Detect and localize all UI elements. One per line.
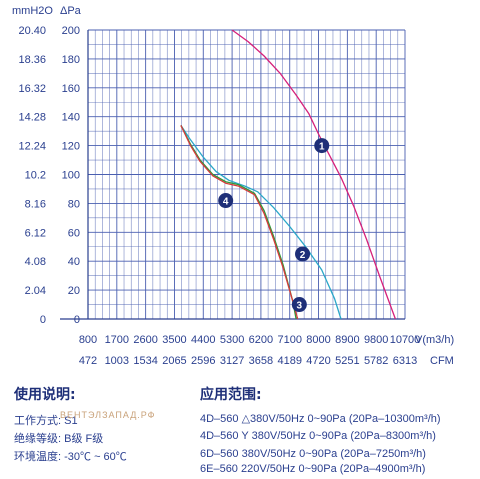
y-tick-label-mmh2o: 2.04 xyxy=(25,285,46,297)
range-row: 4D–560 △380V/50Hz 0~90Pa (20Pa–10300m³/h… xyxy=(200,413,441,425)
range-title: 应用范围: xyxy=(200,387,262,403)
x-tick-label-m3h: 8000 xyxy=(306,334,330,346)
chart-grid xyxy=(87,29,406,320)
x-tick-label-cfm: 3127 xyxy=(220,355,244,367)
cfm-unit-label: CFM xyxy=(430,355,454,367)
x-tick-label-m3h: 2600 xyxy=(133,334,157,346)
range-row: 6E–560 220V/50Hz 0~90Pa (20Pa–4900m³/h) xyxy=(200,463,426,475)
x-tick-label-cfm: 2065 xyxy=(162,355,186,367)
y-tick-label-pa: 100 xyxy=(62,170,80,182)
range-row: 4D–560 Y 380V/50Hz 0~90Pa (20Pa–8300m³/h… xyxy=(200,430,436,442)
x-tick-label-m3h: 3500 xyxy=(162,334,186,346)
y-tick-label-mmh2o: 16.32 xyxy=(18,83,46,95)
y-tick-label-mmh2o: 12.24 xyxy=(18,141,46,153)
y-tick-label-pa: 180 xyxy=(62,54,80,66)
series-line-2 xyxy=(180,125,342,320)
usage-title: 使用说明: xyxy=(14,387,76,403)
pressure-unit-label: ΔPa xyxy=(60,5,82,17)
y-tick-label-mmh2o: 20.40 xyxy=(18,25,46,37)
x-tick-label-cfm: 3658 xyxy=(249,355,273,367)
series-marker-2 xyxy=(295,246,311,262)
y-tick-label-pa: 200 xyxy=(62,25,80,37)
fan-performance-chart: mmH2O ΔPa 0 0 20 2.04 40 4.08 60 6.12 80 8.16 100 10.… xyxy=(12,5,454,367)
series-marker-1 xyxy=(314,138,330,154)
x-tick-label-m3h: 9800 xyxy=(364,334,388,346)
x-tick-label-cfm: 2596 xyxy=(191,355,215,367)
x-tick-label-cfm: 1003 xyxy=(105,355,129,367)
series-line-4 xyxy=(180,125,299,320)
series-marker-label-4: 4 xyxy=(223,197,229,208)
y-tick-label-mmh2o: 14.28 xyxy=(18,112,46,124)
y-tick-label-pa: 20 xyxy=(68,285,80,297)
y-tick-label-pa: 120 xyxy=(62,141,80,153)
y-tick-label-mmh2o: 6.12 xyxy=(25,227,46,239)
y-tick-label-pa: 40 xyxy=(68,256,80,268)
y-tick-label-mmh2o: 10.2 xyxy=(25,170,46,182)
y-tick-label-pa: 140 xyxy=(62,112,80,124)
series-marker-3 xyxy=(291,297,307,313)
series-line-3 xyxy=(180,125,297,320)
x-tick-label-cfm: 6313 xyxy=(393,355,417,367)
x-tick-label-m3h: 1700 xyxy=(105,334,129,346)
x-tick-label-m3h: 5300 xyxy=(220,334,244,346)
series-marker-label-3: 3 xyxy=(297,301,303,312)
x-tick-label-m3h: 800 xyxy=(79,334,97,346)
series-line-1 xyxy=(231,29,397,320)
x-tick-label-m3h: 4400 xyxy=(191,334,215,346)
x-tick-label-cfm: 5782 xyxy=(364,355,388,367)
range-row: 6D–560 380V/50Hz 0~90Pa (20Pa–7250m³/h) xyxy=(200,448,426,460)
y-tick-label-pa: 80 xyxy=(68,198,80,210)
y-tick-label-mmh2o: 0 xyxy=(40,314,46,326)
mmh2o-unit-label: mmH2O xyxy=(12,5,53,17)
x-tick-label-m3h: 6200 xyxy=(249,334,273,346)
usage-row: 绝缘等级: B级 F级 xyxy=(14,433,104,445)
y-tick-label-pa: 0 xyxy=(74,314,80,326)
x-tick-label-m3h: 8900 xyxy=(335,334,359,346)
chart-axes xyxy=(60,30,405,320)
x-tick-label-cfm: 4189 xyxy=(277,355,301,367)
y-tick-label-mmh2o: 4.08 xyxy=(25,256,46,268)
x-tick-label-cfm: 5251 xyxy=(335,355,359,367)
y-tick-label-pa: 60 xyxy=(68,227,80,239)
x-tick-label-m3h: 7100 xyxy=(277,334,301,346)
series-marker-label-2: 2 xyxy=(300,250,306,261)
usage-row: 工作方式: S1 xyxy=(14,415,78,427)
series-marker-label-1: 1 xyxy=(319,142,325,153)
x-tick-label-cfm: 472 xyxy=(79,355,97,367)
series-marker-4 xyxy=(218,193,234,209)
y-tick-label-mmh2o: 8.16 xyxy=(25,198,46,210)
usage-row: 环境温度: -30℃ ~ 60℃ xyxy=(14,451,127,463)
chart-labels: mmH2O ΔPa 0 0 20 2.04 40 4.08 60 6.12 80 8.16 100 10.… xyxy=(12,5,454,367)
x-tick-label-cfm: 1534 xyxy=(133,355,157,367)
watermark: ВЕНТЭЛЗАПАД.РФ xyxy=(60,410,156,420)
chart-series xyxy=(180,29,397,320)
flow-unit-label: V(m3/h) xyxy=(415,334,454,346)
x-tick-label-cfm: 4720 xyxy=(306,355,330,367)
x-tick-label-m3h: 10700 xyxy=(390,334,421,346)
y-tick-label-pa: 160 xyxy=(62,83,80,95)
y-tick-label-mmh2o: 18.36 xyxy=(18,54,46,66)
